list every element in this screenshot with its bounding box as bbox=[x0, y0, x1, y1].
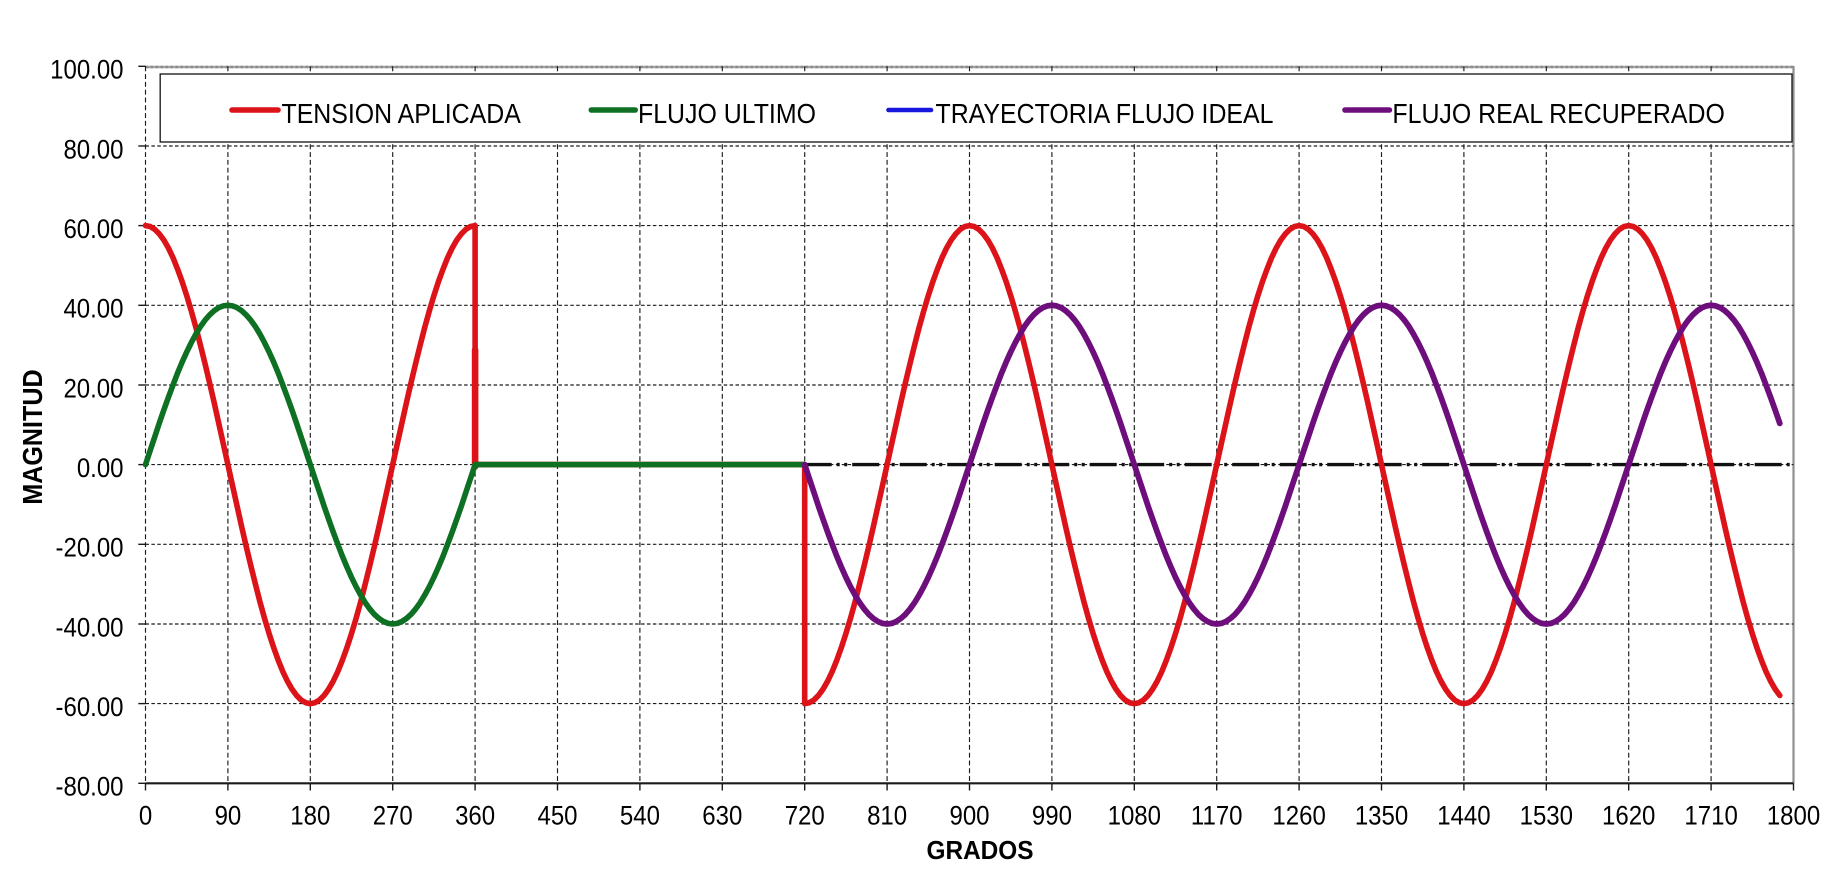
svg-text:1620: 1620 bbox=[1602, 801, 1655, 831]
svg-text:900: 900 bbox=[949, 801, 989, 831]
svg-text:1080: 1080 bbox=[1108, 801, 1161, 831]
svg-text:630: 630 bbox=[702, 801, 742, 831]
svg-text:90: 90 bbox=[215, 801, 242, 831]
svg-text:TENSION APLICADA: TENSION APLICADA bbox=[282, 98, 522, 130]
svg-text:TRAYECTORIA FLUJO IDEAL: TRAYECTORIA FLUJO IDEAL bbox=[936, 98, 1274, 130]
svg-text:60.00: 60.00 bbox=[63, 215, 123, 245]
svg-text:360: 360 bbox=[455, 801, 495, 831]
svg-text:20.00: 20.00 bbox=[63, 374, 123, 404]
svg-text:80.00: 80.00 bbox=[63, 135, 123, 165]
svg-text:FLUJO ULTIMO: FLUJO ULTIMO bbox=[638, 98, 816, 130]
svg-text:-20.00: -20.00 bbox=[55, 533, 123, 563]
svg-text:1710: 1710 bbox=[1684, 801, 1737, 831]
svg-text:100.00: 100.00 bbox=[50, 55, 123, 85]
svg-text:0.00: 0.00 bbox=[77, 454, 124, 484]
svg-text:270: 270 bbox=[373, 801, 413, 831]
svg-text:1350: 1350 bbox=[1355, 801, 1408, 831]
svg-text:180: 180 bbox=[290, 801, 330, 831]
svg-text:990: 990 bbox=[1032, 801, 1072, 831]
svg-text:1170: 1170 bbox=[1191, 801, 1243, 831]
svg-text:-80.00: -80.00 bbox=[55, 772, 123, 802]
svg-text:MAGNITUD: MAGNITUD bbox=[17, 369, 48, 504]
svg-text:1530: 1530 bbox=[1520, 801, 1573, 831]
svg-text:720: 720 bbox=[785, 801, 825, 831]
svg-text:1440: 1440 bbox=[1437, 801, 1490, 831]
svg-text:450: 450 bbox=[537, 801, 577, 831]
svg-text:40.00: 40.00 bbox=[63, 294, 123, 324]
svg-text:-40.00: -40.00 bbox=[55, 613, 123, 643]
svg-text:FLUJO REAL RECUPERADO: FLUJO REAL RECUPERADO bbox=[1392, 98, 1724, 130]
svg-text:GRADOS: GRADOS bbox=[926, 837, 1033, 866]
svg-text:1260: 1260 bbox=[1272, 801, 1325, 831]
svg-text:0: 0 bbox=[139, 801, 152, 831]
svg-text:810: 810 bbox=[867, 801, 907, 831]
svg-text:1800: 1800 bbox=[1767, 801, 1820, 831]
svg-text:-60.00: -60.00 bbox=[55, 693, 123, 723]
svg-text:540: 540 bbox=[620, 801, 660, 831]
